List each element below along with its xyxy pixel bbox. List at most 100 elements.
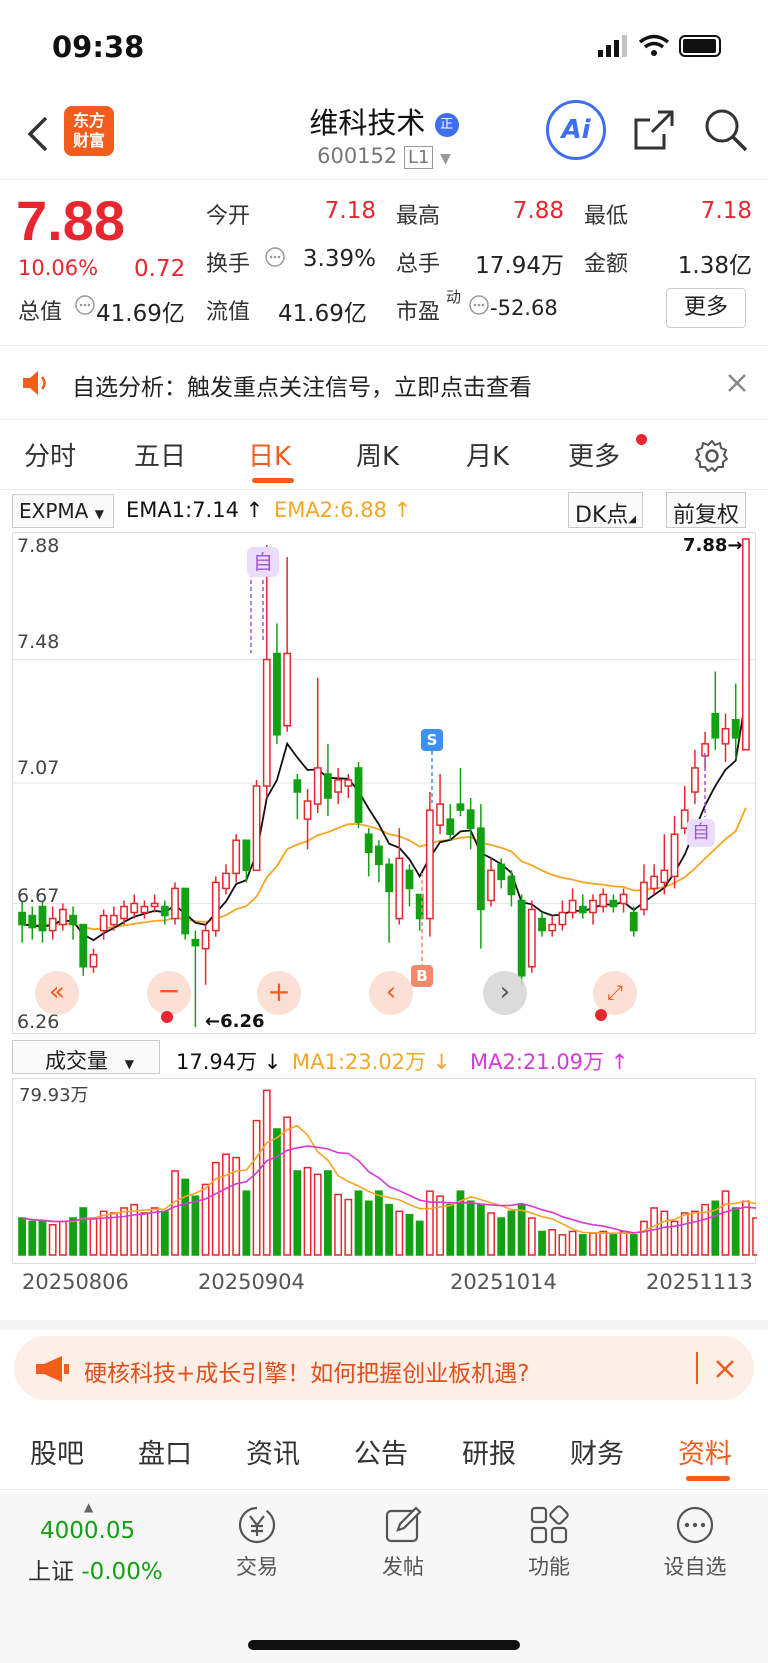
candle-body bbox=[558, 911, 567, 926]
scroll-left-icon[interactable]: ‹ bbox=[369, 971, 413, 1015]
candle-body bbox=[89, 953, 98, 968]
trade-button[interactable]: 交易 bbox=[202, 1504, 312, 1581]
post-button[interactable]: 发帖 bbox=[348, 1504, 458, 1581]
candle-body bbox=[303, 800, 312, 820]
settings-gear-icon[interactable] bbox=[694, 438, 730, 474]
tab-monthly-k[interactable]: 月K bbox=[466, 442, 510, 472]
volume-bar bbox=[425, 1190, 434, 1256]
red-dot-badge bbox=[636, 434, 647, 445]
candle-body bbox=[660, 869, 669, 884]
volume-bar bbox=[629, 1234, 638, 1256]
candle-body bbox=[711, 712, 720, 739]
tab-forum[interactable]: 股吧 bbox=[30, 1439, 84, 1470]
volume-svg bbox=[18, 1089, 761, 1256]
scroll-left-far-icon[interactable]: « bbox=[35, 971, 79, 1015]
notice-bar[interactable]: 自选分析：触发重点关注信号，立即点击查看 bbox=[0, 346, 768, 420]
zoom-out-icon[interactable]: − bbox=[147, 971, 191, 1015]
volume-bar bbox=[58, 1220, 67, 1256]
tab-announcements[interactable]: 公告 bbox=[354, 1439, 408, 1470]
scroll-right-icon[interactable]: › bbox=[483, 971, 527, 1015]
volume-bar bbox=[18, 1217, 27, 1256]
tab-intraday[interactable]: 分时 bbox=[24, 442, 77, 472]
tab-five-day[interactable]: 五日 bbox=[134, 442, 187, 472]
volume-bar bbox=[609, 1234, 618, 1256]
volume-bar bbox=[211, 1161, 220, 1256]
volume-bar bbox=[99, 1210, 108, 1256]
tab-financials[interactable]: 财务 bbox=[570, 1439, 624, 1470]
dk-point-select[interactable]: DK点◢ bbox=[568, 492, 644, 528]
tab-weekly-k[interactable]: 周K bbox=[356, 442, 400, 472]
candle-body bbox=[191, 938, 200, 947]
candle-body bbox=[99, 914, 108, 932]
pe-value: -52.68 bbox=[490, 296, 558, 320]
high-label: 最高 bbox=[396, 204, 441, 229]
zoom-in-icon[interactable]: + bbox=[257, 971, 301, 1015]
info-icon[interactable] bbox=[264, 246, 286, 268]
candle-body bbox=[619, 893, 628, 905]
volume-bar bbox=[28, 1220, 37, 1256]
ema2-line bbox=[22, 807, 747, 931]
stock-code-row[interactable]: 600152 L1 ▼ bbox=[0, 144, 768, 169]
volume-label: 总手 bbox=[396, 252, 441, 277]
buy-signal-marker[interactable]: B bbox=[411, 965, 433, 987]
volume-bar bbox=[405, 1213, 414, 1256]
fullscreen-icon[interactable]: ⤢ bbox=[593, 971, 637, 1015]
info-icon[interactable] bbox=[468, 294, 490, 316]
volume-bar bbox=[476, 1203, 485, 1256]
index-value[interactable]: 4000.05 bbox=[40, 1518, 136, 1544]
eastmoney-logo[interactable]: 东方 财富 bbox=[64, 106, 114, 156]
volume-bar bbox=[252, 1119, 261, 1256]
dk-label: DK点 bbox=[575, 503, 629, 528]
float-value: 41.69亿 bbox=[278, 301, 367, 327]
signal-zi-marker-right[interactable]: 自 bbox=[687, 819, 715, 847]
candle-body bbox=[150, 902, 159, 908]
tab-news[interactable]: 资讯 bbox=[246, 1439, 300, 1470]
candle-body bbox=[334, 779, 343, 793]
open-label: 今开 bbox=[206, 204, 251, 229]
tab-more[interactable]: 更多 bbox=[568, 442, 621, 472]
candle-body bbox=[721, 728, 730, 745]
share-icon[interactable] bbox=[630, 106, 678, 154]
tab-profile[interactable]: 资料 bbox=[678, 1439, 732, 1470]
close-icon[interactable] bbox=[714, 1358, 736, 1380]
sell-signal-marker[interactable]: S bbox=[421, 729, 443, 751]
volume-select[interactable]: 成交量 ▼ bbox=[12, 1040, 160, 1074]
close-icon[interactable] bbox=[726, 372, 748, 394]
volume-chart[interactable]: 79.93万 bbox=[12, 1078, 761, 1264]
back-icon[interactable] bbox=[24, 114, 50, 154]
high-value: 7.88 bbox=[512, 198, 564, 224]
promo-banner[interactable]: 硬核科技+成长引擎！如何把握创业板机遇? bbox=[14, 1336, 754, 1400]
volume-bar bbox=[752, 1217, 761, 1256]
level-badge: L1 bbox=[403, 146, 434, 169]
candle-body bbox=[232, 839, 241, 875]
add-watchlist-button[interactable]: 设自选 bbox=[640, 1504, 750, 1581]
more-button[interactable]: 更多 bbox=[666, 288, 746, 328]
candle-body bbox=[487, 869, 495, 902]
candle-body bbox=[568, 899, 577, 914]
adjust-select[interactable]: 前复权 bbox=[666, 492, 747, 528]
tab-orderbook[interactable]: 盘口 bbox=[138, 1439, 192, 1470]
candle-body bbox=[374, 845, 383, 866]
index-name[interactable]: 上证 -0.00% bbox=[28, 1552, 163, 1586]
search-icon[interactable] bbox=[702, 106, 750, 154]
open-value: 7.18 bbox=[324, 198, 376, 224]
ema1-label: EMA1:7.14 ↑ bbox=[126, 498, 264, 522]
indicator-select[interactable]: EXPMA ▼ bbox=[12, 494, 114, 528]
volume-bar bbox=[691, 1210, 699, 1256]
tab-research[interactable]: 研报 bbox=[462, 1439, 516, 1470]
kline-chart[interactable]: 7.88 7.48 7.07 6.67 6.26 7.88→ ←6.26 自 自… bbox=[12, 532, 757, 1034]
volume-bar bbox=[242, 1190, 251, 1256]
volume-bar bbox=[741, 1200, 750, 1256]
ai-button[interactable]: Ai bbox=[546, 100, 606, 160]
functions-label: 功能 bbox=[528, 1555, 570, 1579]
grid-icon bbox=[530, 1505, 569, 1544]
tab-daily-k[interactable]: 日K bbox=[248, 442, 292, 472]
functions-button[interactable]: 功能 bbox=[494, 1504, 604, 1581]
red-dot bbox=[161, 1011, 173, 1023]
volume-bar bbox=[466, 1200, 475, 1256]
info-icon[interactable] bbox=[74, 294, 96, 316]
signal-zi-marker[interactable]: 自 bbox=[247, 547, 279, 577]
change-amount: 0.72 bbox=[134, 256, 186, 282]
status-time: 09:38 bbox=[52, 30, 145, 64]
info-tabs: 股吧 盘口 资讯 公告 研报 财务 资料 bbox=[0, 1416, 768, 1490]
